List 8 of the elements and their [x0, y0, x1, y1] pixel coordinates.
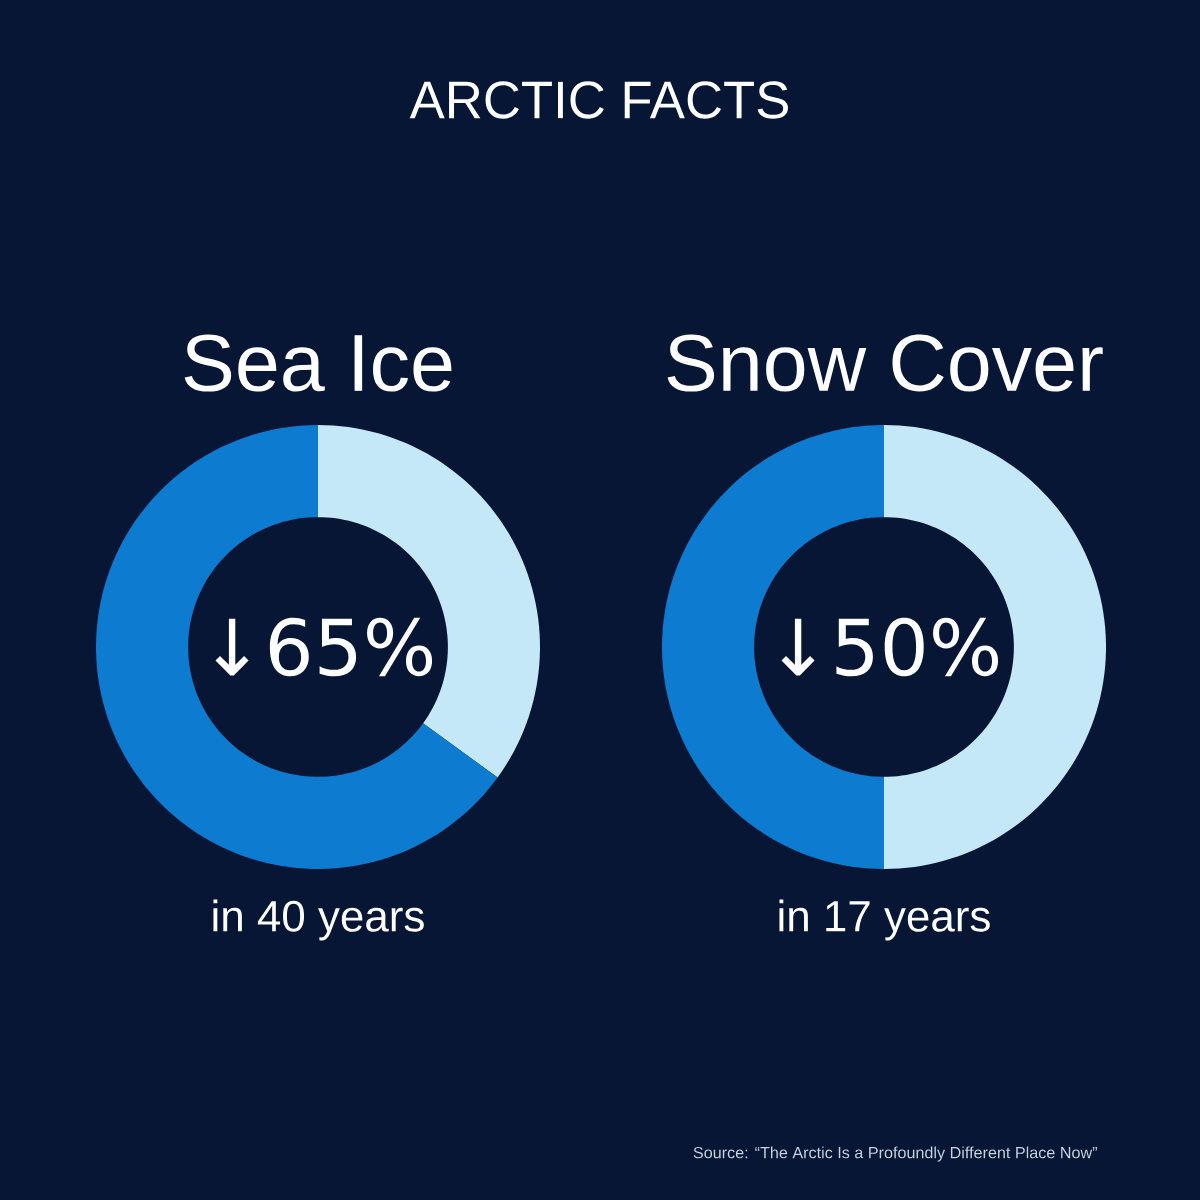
chart-title: Snow Cover — [667, 334, 1103, 392]
text: ↓50% — [781, 617, 999, 677]
text: ↓65% — [215, 617, 433, 677]
text: ARCTIC FACTS — [409, 81, 788, 119]
source-note: Source: “The Arctic Is a Profoundly Different Place Now” — [693, 1146, 1097, 1162]
text: in 17 years — [779, 899, 990, 941]
text: in 40 years — [213, 899, 424, 941]
chart-title: Sea Ice — [184, 334, 452, 392]
